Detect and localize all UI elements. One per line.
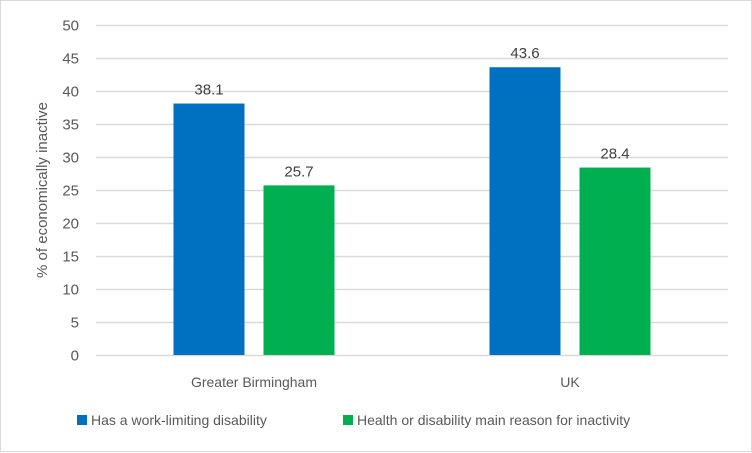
legend: Has a work-limiting disability Health or … <box>77 412 630 428</box>
y-tick-label: 5 <box>71 315 79 332</box>
legend-swatch <box>343 415 353 425</box>
y-axis-label: % of economically inactive <box>34 102 51 278</box>
data-labels: 38.1 25.7 43.6 28.4 <box>194 45 629 180</box>
y-tick-label: 15 <box>62 249 79 266</box>
legend-label: Health or disability main reason for ina… <box>357 412 630 428</box>
bar-work-limiting-disability-uk <box>489 67 561 356</box>
y-tick-label: 30 <box>62 150 79 167</box>
y-tick-label: 40 <box>62 84 79 101</box>
y-tick-label: 50 <box>62 18 79 35</box>
data-label: 25.7 <box>284 163 313 180</box>
bar-health-main-reason-uk <box>579 167 651 355</box>
y-tick-label: 0 <box>71 348 79 365</box>
y-axis-ticks: 0 5 10 15 20 25 30 35 40 45 50 <box>62 18 79 365</box>
legend-label: Has a work-limiting disability <box>91 412 267 428</box>
bar-work-limiting-disability-greater-birmingham <box>173 103 245 355</box>
data-label: 28.4 <box>600 146 629 163</box>
x-category-label: UK <box>560 374 580 390</box>
x-category-label: Greater Birmingham <box>191 374 317 390</box>
bar-health-main-reason-greater-birmingham <box>263 185 335 355</box>
y-tick-label: 20 <box>62 216 79 233</box>
y-tick-label: 25 <box>62 183 79 200</box>
x-axis-categories: Greater Birmingham UK <box>191 374 580 390</box>
data-label: 43.6 <box>510 45 539 62</box>
y-tick-label: 45 <box>62 51 79 68</box>
legend-swatch <box>77 415 87 425</box>
y-tick-label: 10 <box>62 282 79 299</box>
bars <box>173 67 651 356</box>
y-tick-label: 35 <box>62 117 79 134</box>
data-label: 38.1 <box>194 82 223 99</box>
